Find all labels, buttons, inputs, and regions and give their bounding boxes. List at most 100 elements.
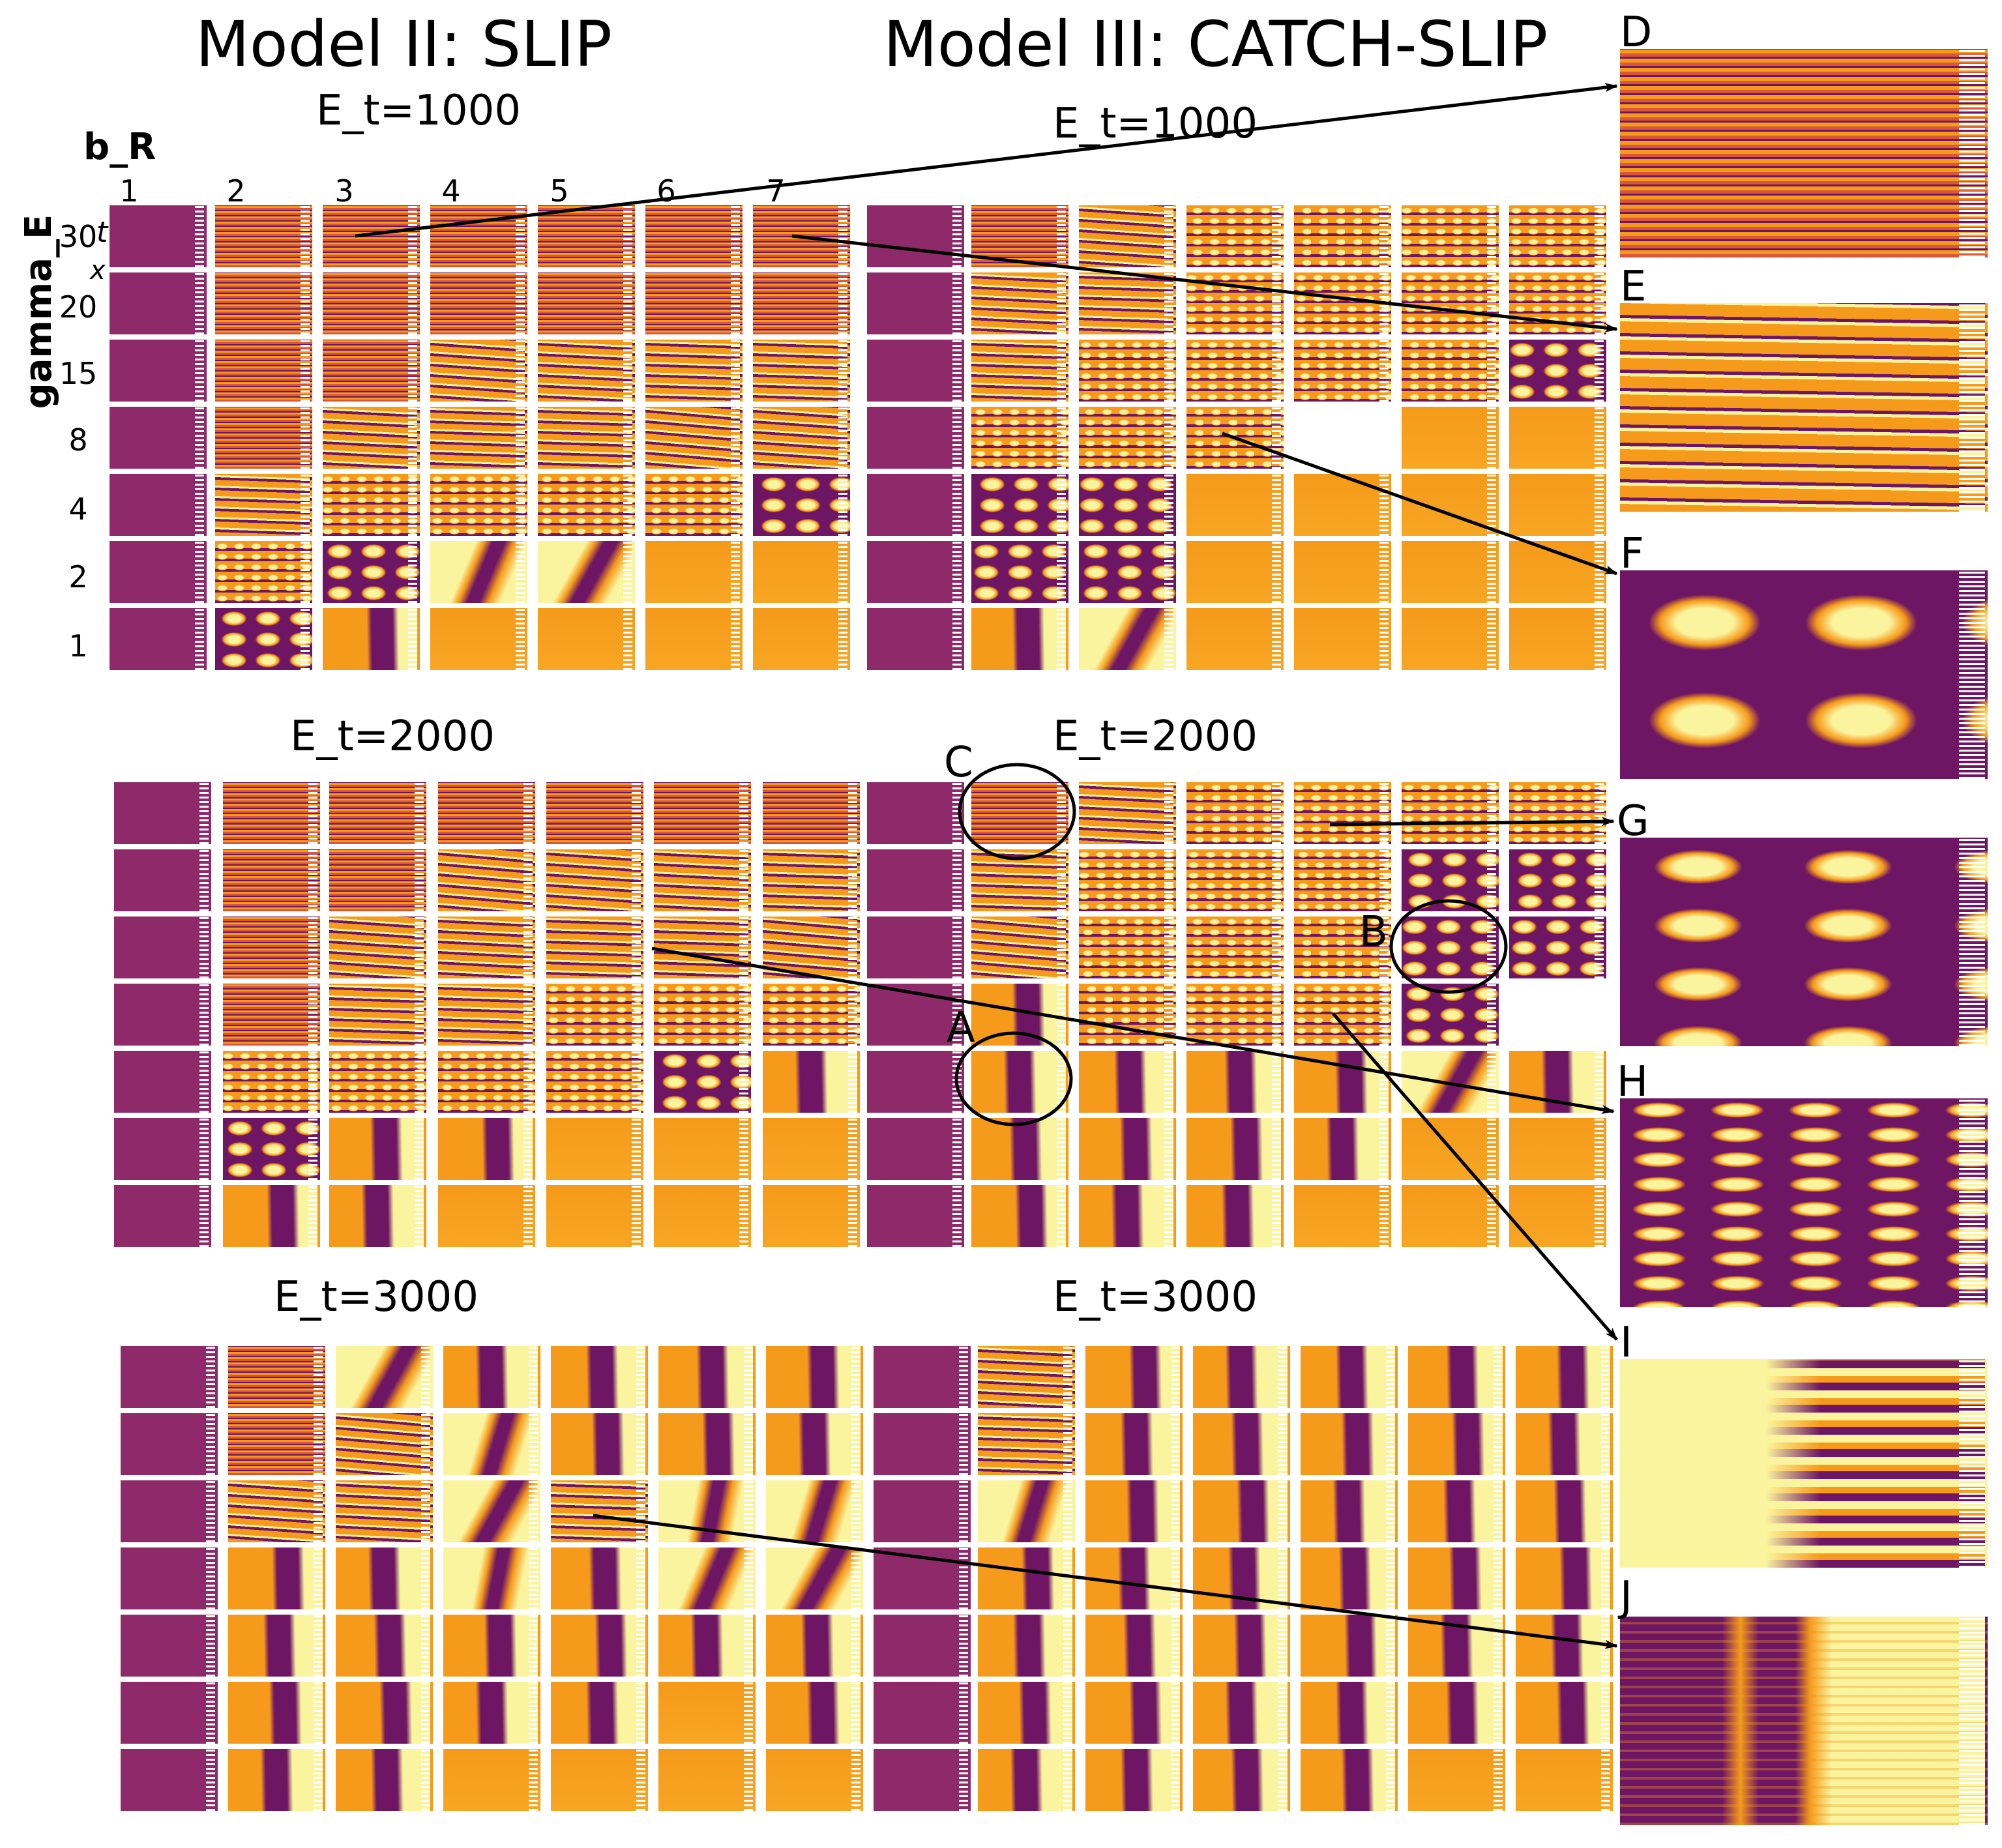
tile-e2000-m3-g15-b5: [1294, 917, 1391, 978]
tile-e3000-m3-g2-b7: [1516, 1682, 1613, 1744]
circle-label-a: A: [947, 1004, 975, 1052]
tile-e3000-m2-g15-b3: [336, 1480, 433, 1542]
tile-e2000-m3-g4-b1: [867, 1051, 964, 1113]
tile-e3000-m3-g4-b4: [1193, 1615, 1290, 1677]
tile-e1000-m2-g20-b4: [430, 272, 527, 334]
tile-e2000-m2-g4-b6: [654, 1051, 751, 1113]
tile-e1000-m2-g8-b3: [323, 407, 420, 469]
tile-e2000-m3-g1-b2: [971, 1185, 1068, 1247]
tile-e3000-m3-g20-b4: [1193, 1413, 1290, 1475]
tile-e2000-m3-g20-b3: [1079, 849, 1176, 911]
circle-label-c: C: [944, 739, 973, 787]
tile-e2000-m3-g30-b3: [1079, 782, 1176, 844]
tile-e3000-m3-g20-b1: [874, 1413, 971, 1475]
zoom-panel-d: [1620, 49, 1988, 257]
tile-e3000-m2-g30-b5: [551, 1346, 648, 1408]
tile-e2000-m2-g20-b2: [223, 849, 320, 911]
tile-e1000-m3-g4-b7: [1509, 474, 1606, 536]
tile-e3000-m2-g4-b7: [766, 1615, 863, 1677]
tile-e3000-m3-g15-b3: [1085, 1480, 1183, 1542]
tile-e2000-m3-g1-b7: [1509, 1185, 1606, 1247]
tile-e2000-m3-g1-b1: [867, 1185, 964, 1247]
tile-e2000-m2-g1-b2: [223, 1185, 320, 1247]
tile-e2000-m3-g1-b4: [1186, 1185, 1284, 1247]
tile-e2000-m3-g30-b1: [867, 782, 964, 844]
tile-e2000-m3-g15-b4: [1186, 917, 1284, 978]
tile-e1000-m2-g30-b1: [110, 205, 207, 267]
tile-e1000-m3-g2-b6: [1402, 541, 1499, 603]
tile-e2000-m3-g20-b7: [1509, 849, 1606, 911]
tile-e1000-m2-g30-b7: [753, 205, 850, 267]
tile-e1000-m2-g20-b6: [645, 272, 743, 334]
tile-e2000-m2-g1-b1: [114, 1185, 211, 1247]
gamma-e-tick-15: 15: [59, 356, 98, 391]
tile-e3000-m2-g15-b5: [551, 1480, 648, 1542]
tile-e3000-m3-g2-b5: [1301, 1682, 1398, 1744]
tile-e3000-m2-g8-b4: [443, 1547, 540, 1609]
tile-e1000-m3-g15-b3: [1079, 340, 1176, 402]
panel-letter-g: G: [1617, 797, 1649, 845]
tile-e3000-m2-g8-b2: [228, 1547, 325, 1609]
tile-e1000-m3-g2-b4: [1186, 541, 1284, 603]
zoom-panel-f: [1620, 570, 1988, 779]
tile-e2000-m2-g8-b3: [329, 984, 426, 1046]
tile-e1000-m3-g20-b7: [1509, 272, 1606, 334]
tile-e2000-m2-g15-b1: [114, 917, 211, 978]
tile-e2000-m2-g30-b7: [763, 782, 860, 844]
zoom-panel-j: [1620, 1617, 1988, 1825]
tile-e2000-m3-g30-b7: [1509, 782, 1606, 844]
tile-e2000-m2-g20-b7: [763, 849, 860, 911]
tile-e3000-m2-g15-b2: [228, 1480, 325, 1542]
tile-e2000-m2-g30-b5: [546, 782, 643, 844]
tile-e2000-m2-g4-b4: [438, 1051, 535, 1113]
tile-e3000-m3-g15-b2: [978, 1480, 1075, 1542]
tile-e1000-m3-g8-b4: [1186, 407, 1284, 469]
tile-e2000-m3-g15-b7: [1509, 917, 1606, 978]
tile-e1000-m3-g15-b4: [1186, 340, 1284, 402]
tile-e1000-m2-g8-b2: [215, 407, 312, 469]
tile-e1000-m2-g15-b7: [753, 340, 850, 402]
tile-e2000-m3-g4-b3: [1079, 1051, 1176, 1113]
tile-e1000-m3-g30-b4: [1186, 205, 1284, 267]
tile-e1000-m3-g15-b6: [1402, 340, 1499, 402]
tile-e1000-m2-g8-b4: [430, 407, 527, 469]
tile-e1000-m2-g1-b7: [753, 608, 850, 670]
tile-e2000-m2-g20-b1: [114, 849, 211, 911]
tile-e2000-m3-g20-b4: [1186, 849, 1284, 911]
x-axis-letter: x: [90, 256, 106, 286]
tile-e1000-m3-g1-b2: [971, 608, 1068, 670]
panel-letter-e: E: [1620, 263, 1647, 311]
tile-e3000-m3-g1-b2: [978, 1749, 1075, 1811]
circle-b: [1389, 899, 1508, 994]
tile-e2000-m3-g30-b4: [1186, 782, 1284, 844]
tile-e1000-m2-g8-b1: [110, 407, 207, 469]
arrow-to-f: [1222, 432, 1618, 576]
tile-e1000-m3-g4-b1: [867, 474, 964, 536]
gamma-e-tick-1: 1: [68, 628, 88, 664]
tile-e2000-m2-g20-b3: [329, 849, 426, 911]
tile-e1000-m3-g2-b3: [1079, 541, 1176, 603]
tile-e2000-m2-g15-b7: [763, 917, 860, 978]
tile-e3000-m3-g8-b5: [1301, 1547, 1398, 1609]
arrow-to-j: [593, 1514, 1618, 1649]
tile-e1000-m2-g20-b3: [323, 272, 420, 334]
tile-e1000-m2-g2-b5: [538, 541, 635, 603]
tile-e3000-m3-g30-b7: [1516, 1346, 1613, 1408]
zoom-panel-i: [1620, 1359, 1988, 1568]
tile-e3000-m3-g30-b1: [874, 1346, 971, 1408]
tile-e3000-m2-g30-b3: [336, 1346, 433, 1408]
tile-e1000-m3-g30-b7: [1509, 205, 1606, 267]
tile-e1000-m2-g15-b5: [538, 340, 635, 402]
tile-e1000-m3-g15-b5: [1294, 340, 1391, 402]
tile-e3000-m3-g2-b6: [1408, 1682, 1505, 1744]
tile-e1000-m2-g4-b6: [645, 474, 743, 536]
tile-e1000-m3-g4-b5: [1294, 474, 1391, 536]
tile-e1000-m2-g2-b7: [753, 541, 850, 603]
tile-e1000-m2-g15-b3: [323, 340, 420, 402]
tile-e3000-m2-g30-b6: [658, 1346, 756, 1408]
tile-e3000-m2-g30-b1: [121, 1346, 218, 1408]
zoom-panel-e: [1620, 303, 1988, 512]
tile-e3000-m2-g1-b4: [443, 1749, 540, 1811]
tile-e1000-m2-g30-b6: [645, 205, 743, 267]
tile-e1000-m3-g2-b2: [971, 541, 1068, 603]
